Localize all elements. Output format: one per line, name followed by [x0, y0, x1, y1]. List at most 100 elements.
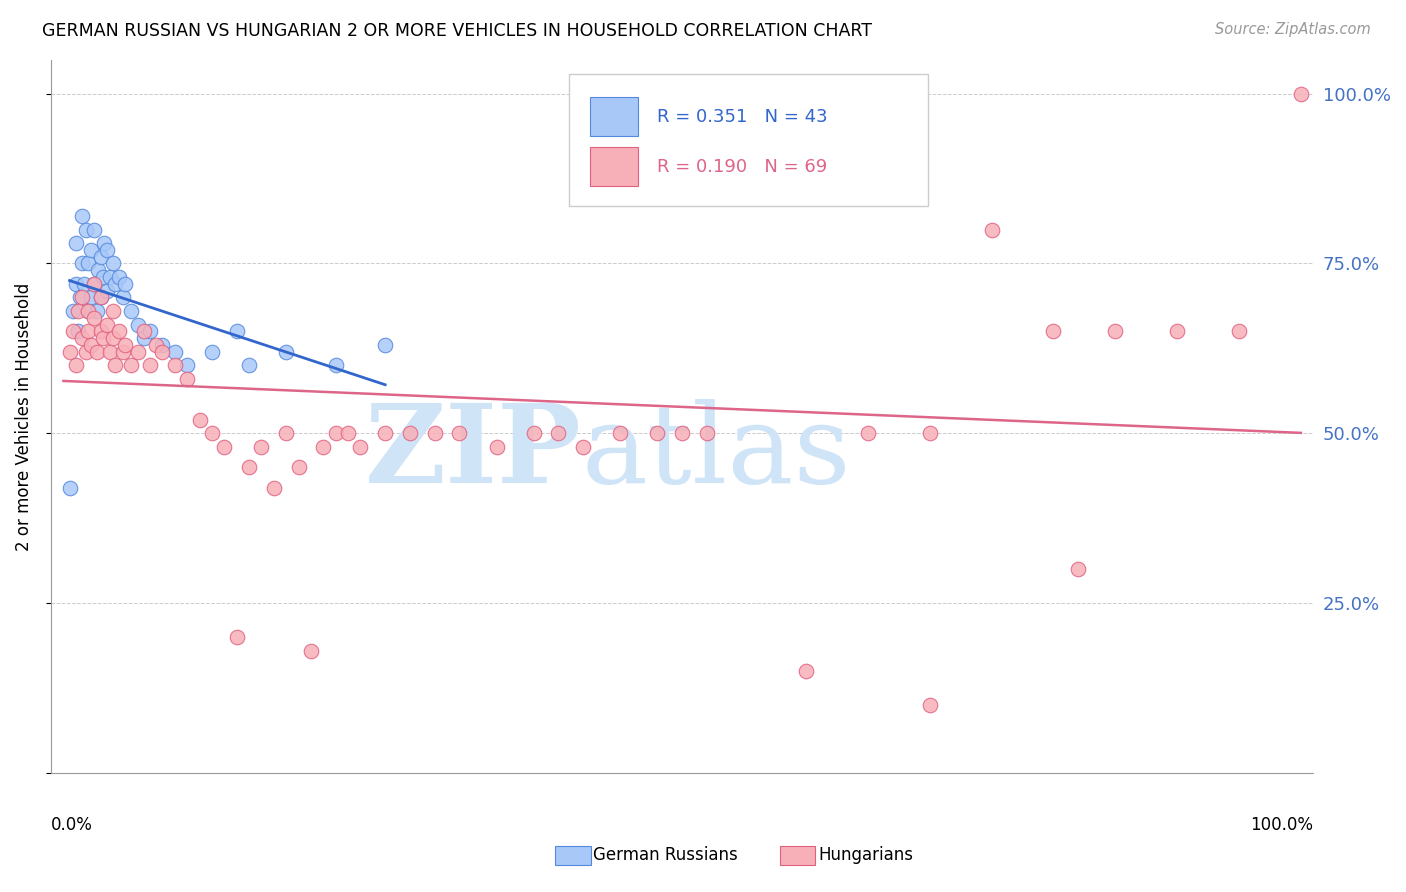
- Point: [132, 331, 155, 345]
- FancyBboxPatch shape: [568, 74, 928, 206]
- Point: [96, 318, 118, 332]
- Point: [114, 277, 136, 291]
- Point: [201, 344, 224, 359]
- Point: [70, 209, 93, 223]
- Point: [104, 277, 127, 291]
- Point: [152, 344, 174, 359]
- Point: [263, 481, 285, 495]
- Text: 100.0%: 100.0%: [1250, 816, 1313, 834]
- Point: [86, 344, 108, 359]
- Point: [312, 440, 335, 454]
- Point: [188, 413, 211, 427]
- Point: [609, 426, 631, 441]
- Point: [101, 331, 124, 345]
- Point: [547, 426, 569, 441]
- Point: [325, 359, 347, 373]
- Point: [59, 344, 82, 359]
- Point: [121, 359, 143, 373]
- Point: [287, 460, 309, 475]
- Point: [299, 644, 322, 658]
- Point: [449, 426, 471, 441]
- Point: [67, 304, 90, 318]
- Point: [176, 372, 198, 386]
- Point: [108, 270, 131, 285]
- Text: GERMAN RUSSIAN VS HUNGARIAN 2 OR MORE VEHICLES IN HOUSEHOLD CORRELATION CHART: GERMAN RUSSIAN VS HUNGARIAN 2 OR MORE VE…: [42, 22, 872, 40]
- Point: [647, 426, 669, 441]
- Point: [163, 344, 186, 359]
- Text: 0.0%: 0.0%: [51, 816, 93, 834]
- Point: [152, 338, 174, 352]
- Text: R = 0.351   N = 43: R = 0.351 N = 43: [657, 108, 828, 126]
- Point: [225, 325, 247, 339]
- FancyBboxPatch shape: [591, 97, 638, 136]
- Point: [1289, 87, 1312, 101]
- Point: [93, 236, 115, 251]
- Point: [918, 426, 941, 441]
- Point: [87, 263, 110, 277]
- Point: [101, 256, 124, 270]
- Point: [90, 325, 112, 339]
- Point: [100, 344, 122, 359]
- Point: [90, 290, 112, 304]
- Point: [139, 325, 162, 339]
- Point: [86, 304, 108, 318]
- Point: [121, 304, 143, 318]
- Point: [90, 290, 112, 304]
- Y-axis label: 2 or more Vehicles in Household: 2 or more Vehicles in Household: [15, 282, 32, 550]
- Point: [238, 460, 260, 475]
- Point: [572, 440, 595, 454]
- Point: [70, 256, 93, 270]
- Point: [70, 331, 93, 345]
- Point: [250, 440, 273, 454]
- Point: [238, 359, 260, 373]
- Point: [83, 277, 105, 291]
- Point: [108, 325, 131, 339]
- Point: [1042, 325, 1064, 339]
- Point: [65, 359, 87, 373]
- Point: [1166, 325, 1188, 339]
- Text: German Russians: German Russians: [593, 847, 738, 864]
- Point: [62, 304, 84, 318]
- Point: [1227, 325, 1250, 339]
- Point: [485, 440, 508, 454]
- Point: [145, 338, 167, 352]
- Point: [139, 359, 162, 373]
- Point: [127, 318, 149, 332]
- Point: [163, 359, 186, 373]
- Point: [101, 304, 124, 318]
- Point: [96, 243, 118, 257]
- Point: [111, 344, 134, 359]
- Point: [65, 277, 87, 291]
- Point: [918, 698, 941, 713]
- Point: [73, 277, 96, 291]
- Point: [77, 325, 100, 339]
- Point: [83, 277, 105, 291]
- Point: [65, 236, 87, 251]
- Point: [337, 426, 360, 441]
- Point: [980, 222, 1002, 236]
- Point: [83, 222, 105, 236]
- Point: [59, 481, 82, 495]
- Point: [225, 630, 247, 644]
- Point: [67, 325, 90, 339]
- Point: [91, 331, 114, 345]
- Point: [276, 344, 298, 359]
- Point: [671, 426, 693, 441]
- Point: [1104, 325, 1126, 339]
- Text: ZIP: ZIP: [364, 399, 581, 506]
- Point: [104, 359, 127, 373]
- Point: [91, 270, 114, 285]
- Text: Source: ZipAtlas.com: Source: ZipAtlas.com: [1215, 22, 1371, 37]
- Point: [83, 310, 105, 325]
- Point: [77, 304, 100, 318]
- Text: Hungarians: Hungarians: [818, 847, 914, 864]
- Point: [423, 426, 446, 441]
- Point: [62, 325, 84, 339]
- Point: [176, 359, 198, 373]
- Point: [114, 338, 136, 352]
- Point: [132, 325, 155, 339]
- Point: [100, 270, 122, 285]
- Point: [201, 426, 224, 441]
- Point: [77, 304, 100, 318]
- Point: [856, 426, 879, 441]
